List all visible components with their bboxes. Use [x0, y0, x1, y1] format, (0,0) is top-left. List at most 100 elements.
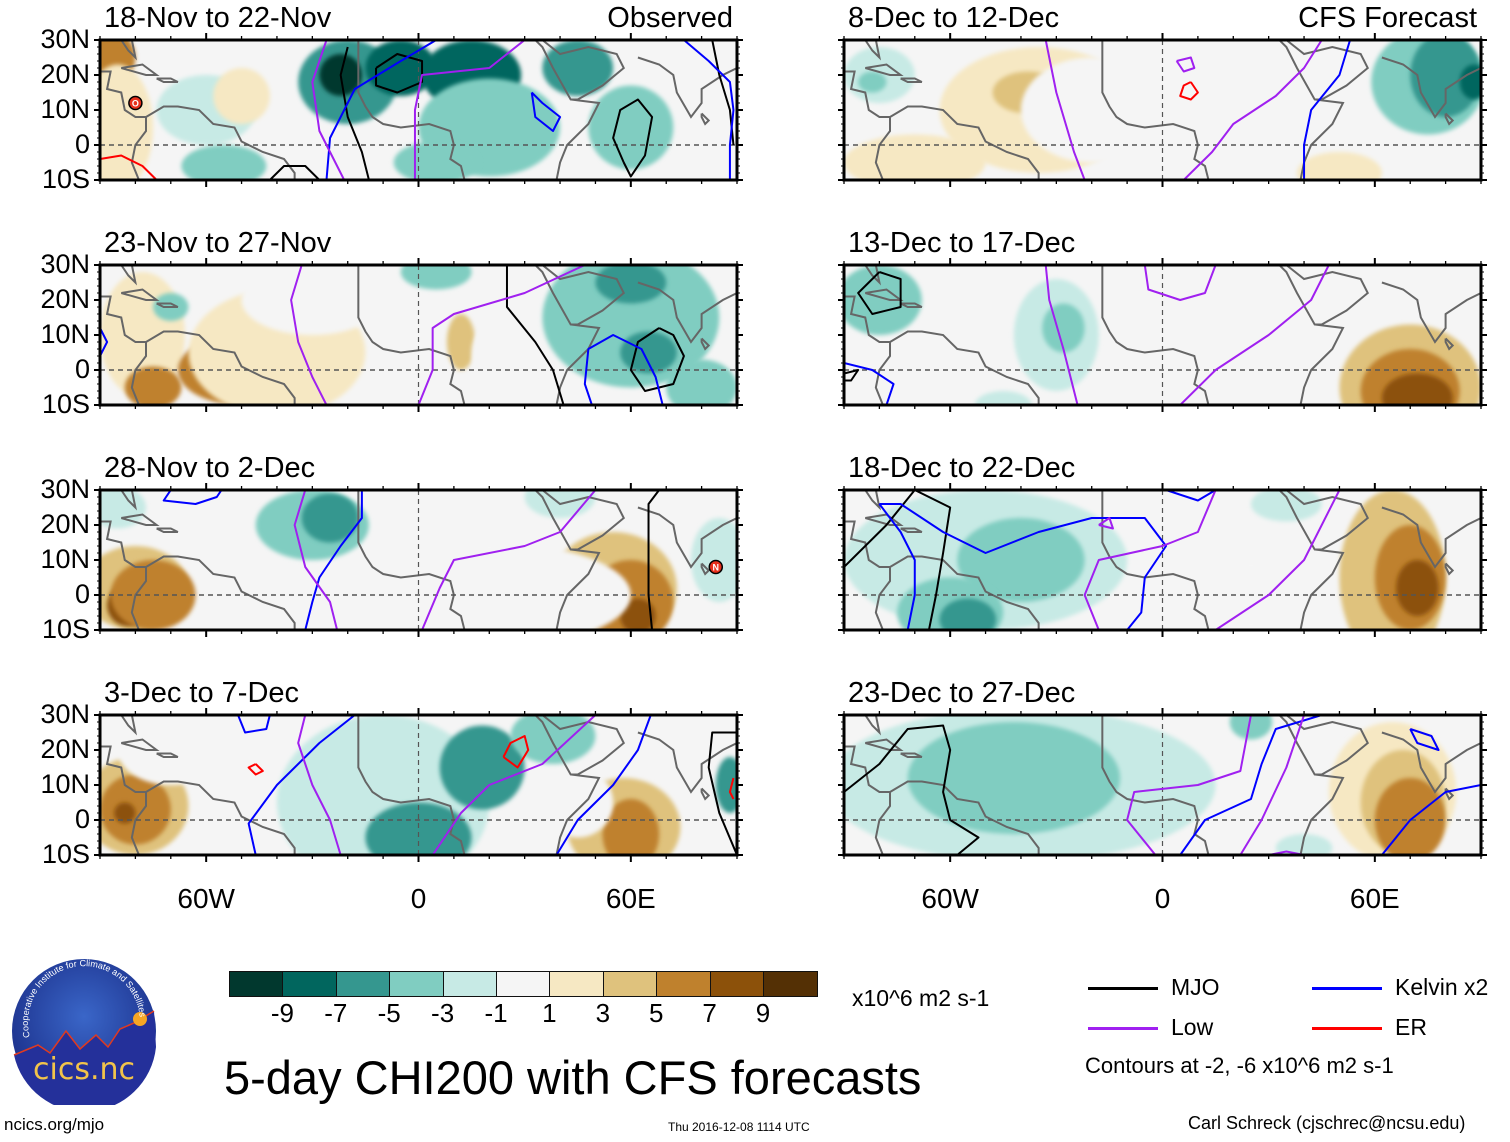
mjo-contour — [844, 724, 980, 855]
kelvin-contour — [325, 40, 437, 180]
coastline — [100, 40, 138, 61]
low-contour — [1044, 265, 1079, 405]
colorbar-swatch — [657, 972, 711, 996]
anomaly-shading — [100, 774, 171, 845]
contour-lines — [844, 490, 1341, 630]
anomaly-shading — [957, 518, 1085, 602]
coastline — [156, 77, 179, 83]
coastline — [864, 513, 904, 526]
coastline — [120, 288, 160, 301]
contour-lines — [100, 265, 685, 405]
coastline — [1101, 40, 1210, 180]
coastline — [145, 780, 296, 855]
coastlines — [844, 40, 1481, 180]
anomaly-shading — [1275, 834, 1333, 855]
anomaly-shading — [393, 141, 479, 180]
mjo-contour — [612, 98, 654, 178]
kelvin-contour — [304, 490, 363, 630]
y-tick-label: 0 — [74, 354, 90, 384]
kelvin-contour — [530, 91, 562, 132]
colorbar-tick-label: 1 — [542, 998, 557, 1028]
colorbar-tick-label: -5 — [377, 998, 401, 1028]
contour-lines — [237, 715, 737, 855]
anomaly-shading — [542, 767, 614, 838]
colorbar-swatch — [336, 972, 391, 996]
y-tick-label: 0 — [74, 579, 90, 609]
legend-label: Low — [1171, 1014, 1214, 1040]
low-contour — [413, 40, 526, 180]
coastline — [864, 738, 904, 751]
anomaly-shading — [620, 331, 677, 374]
anomaly-shading — [124, 366, 182, 405]
coastline — [700, 562, 711, 576]
y-tick-label: 10N — [40, 319, 90, 349]
y-tick-label: 20N — [40, 59, 90, 89]
mjo-contour — [339, 46, 370, 180]
er-contour — [1179, 81, 1199, 101]
x-tick-label: 0 — [1154, 883, 1171, 914]
er-contour — [100, 154, 158, 180]
y-tick-label: 10S — [41, 614, 90, 644]
coastline — [1101, 265, 1210, 405]
panel-title: 28-Nov to 2-Dec — [104, 452, 316, 484]
coastline — [700, 787, 711, 801]
kelvin-contour — [844, 362, 895, 405]
kelvin-contour — [237, 715, 271, 734]
y-tick-label: 30N — [40, 249, 90, 279]
low-contour — [293, 490, 339, 630]
footer-author: Carl Schreck (cjschrec@ncsu.edu) — [1188, 1113, 1466, 1133]
y-tick-label: 0 — [74, 129, 90, 159]
anomaly-shading — [1396, 560, 1439, 616]
mjo-contour — [647, 490, 660, 630]
cicsnc-logo: Cooperative Institute for Climate and Sa… — [12, 958, 156, 1105]
colorbar-tick-label: 5 — [648, 998, 664, 1028]
coastline — [120, 63, 160, 76]
low-contour — [1183, 40, 1323, 180]
y-tick-label: 10S — [41, 164, 90, 194]
footer-url-link[interactable]: ncics.org/mjo — [4, 1115, 105, 1134]
coastline — [844, 70, 892, 180]
anomaly-shading — [1296, 152, 1382, 180]
coastline — [1285, 265, 1370, 326]
legend-label: Kelvin x2 — [1395, 974, 1489, 1000]
mjo-contour — [269, 165, 321, 180]
coastline — [541, 40, 626, 101]
anomaly-shading — [1381, 373, 1453, 405]
coastline — [145, 330, 296, 405]
panel-p3: N — [94, 483, 743, 637]
main-title: 5-day CHI200 with CFS forecasts — [224, 1051, 922, 1104]
y-tick-label: 20N — [40, 284, 90, 314]
y-tick-label: 10N — [40, 769, 90, 799]
coastline — [864, 63, 904, 76]
coastlines — [100, 40, 737, 180]
kelvin-contour — [1303, 40, 1352, 180]
contour-note: Contours at -2, -6 x10^6 m2 s-1 — [1085, 1053, 1394, 1078]
coastline — [900, 527, 923, 533]
y-tick-label: 30N — [40, 699, 90, 729]
coastline — [700, 337, 711, 351]
anomaly-shading — [620, 598, 656, 630]
anomaly-shading — [114, 802, 136, 824]
coastline — [844, 490, 882, 511]
kelvin-contour — [1381, 784, 1481, 855]
y-tick-label: 10N — [40, 544, 90, 574]
y-tick-label: 30N — [40, 24, 90, 54]
coastline — [156, 527, 179, 533]
anomaly-shading — [100, 64, 154, 180]
x-tick-label: 60E — [1349, 883, 1400, 914]
low-contour — [1126, 715, 1252, 855]
coastline — [357, 715, 466, 855]
panel-p4 — [94, 708, 743, 862]
panel-title: 18-Dec to 22-Dec — [848, 452, 1076, 484]
coastline — [1285, 40, 1370, 101]
anomaly-shading — [510, 715, 596, 764]
low-contour — [1179, 265, 1330, 405]
low-contour — [421, 490, 597, 630]
coastline — [844, 295, 892, 405]
coastline — [844, 265, 882, 286]
coastline — [1381, 56, 1481, 119]
anomaly-shading — [715, 757, 737, 813]
mjo-contour — [844, 490, 952, 630]
coastline — [844, 40, 882, 61]
forecast-header: CFS Forecast — [1298, 2, 1477, 34]
